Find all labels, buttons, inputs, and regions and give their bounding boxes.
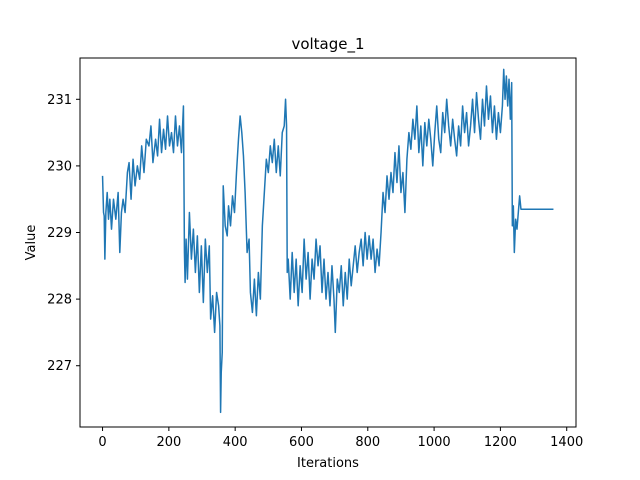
y-tick-label: 231 xyxy=(47,93,72,108)
series-layer xyxy=(101,68,554,414)
y-tick-label: 227 xyxy=(47,359,72,374)
x-axis-label: Iterations xyxy=(297,456,359,471)
x-tick-label: 1000 xyxy=(418,435,451,450)
y-tick-label: 228 xyxy=(47,293,72,308)
y-axis-label: Value xyxy=(24,225,39,261)
chart-title: voltage_1 xyxy=(291,35,364,54)
series-line-voltage_1 xyxy=(101,68,554,414)
x-tick-label: 600 xyxy=(289,435,314,450)
x-tick-label: 0 xyxy=(98,435,106,450)
x-tick-label: 800 xyxy=(355,435,380,450)
x-tick-label: 400 xyxy=(223,435,248,450)
plot-frame xyxy=(79,57,577,428)
x-tick-label: 1200 xyxy=(484,435,517,450)
axis-ticks: 0 200 400 600 800 1000 1200 1400 227 228 229 230 231 xyxy=(47,93,583,450)
x-tick-label: 1400 xyxy=(550,435,583,450)
y-tick-label: 230 xyxy=(47,159,72,174)
y-tick-label: 229 xyxy=(47,226,72,241)
x-tick-label: 200 xyxy=(156,435,181,450)
